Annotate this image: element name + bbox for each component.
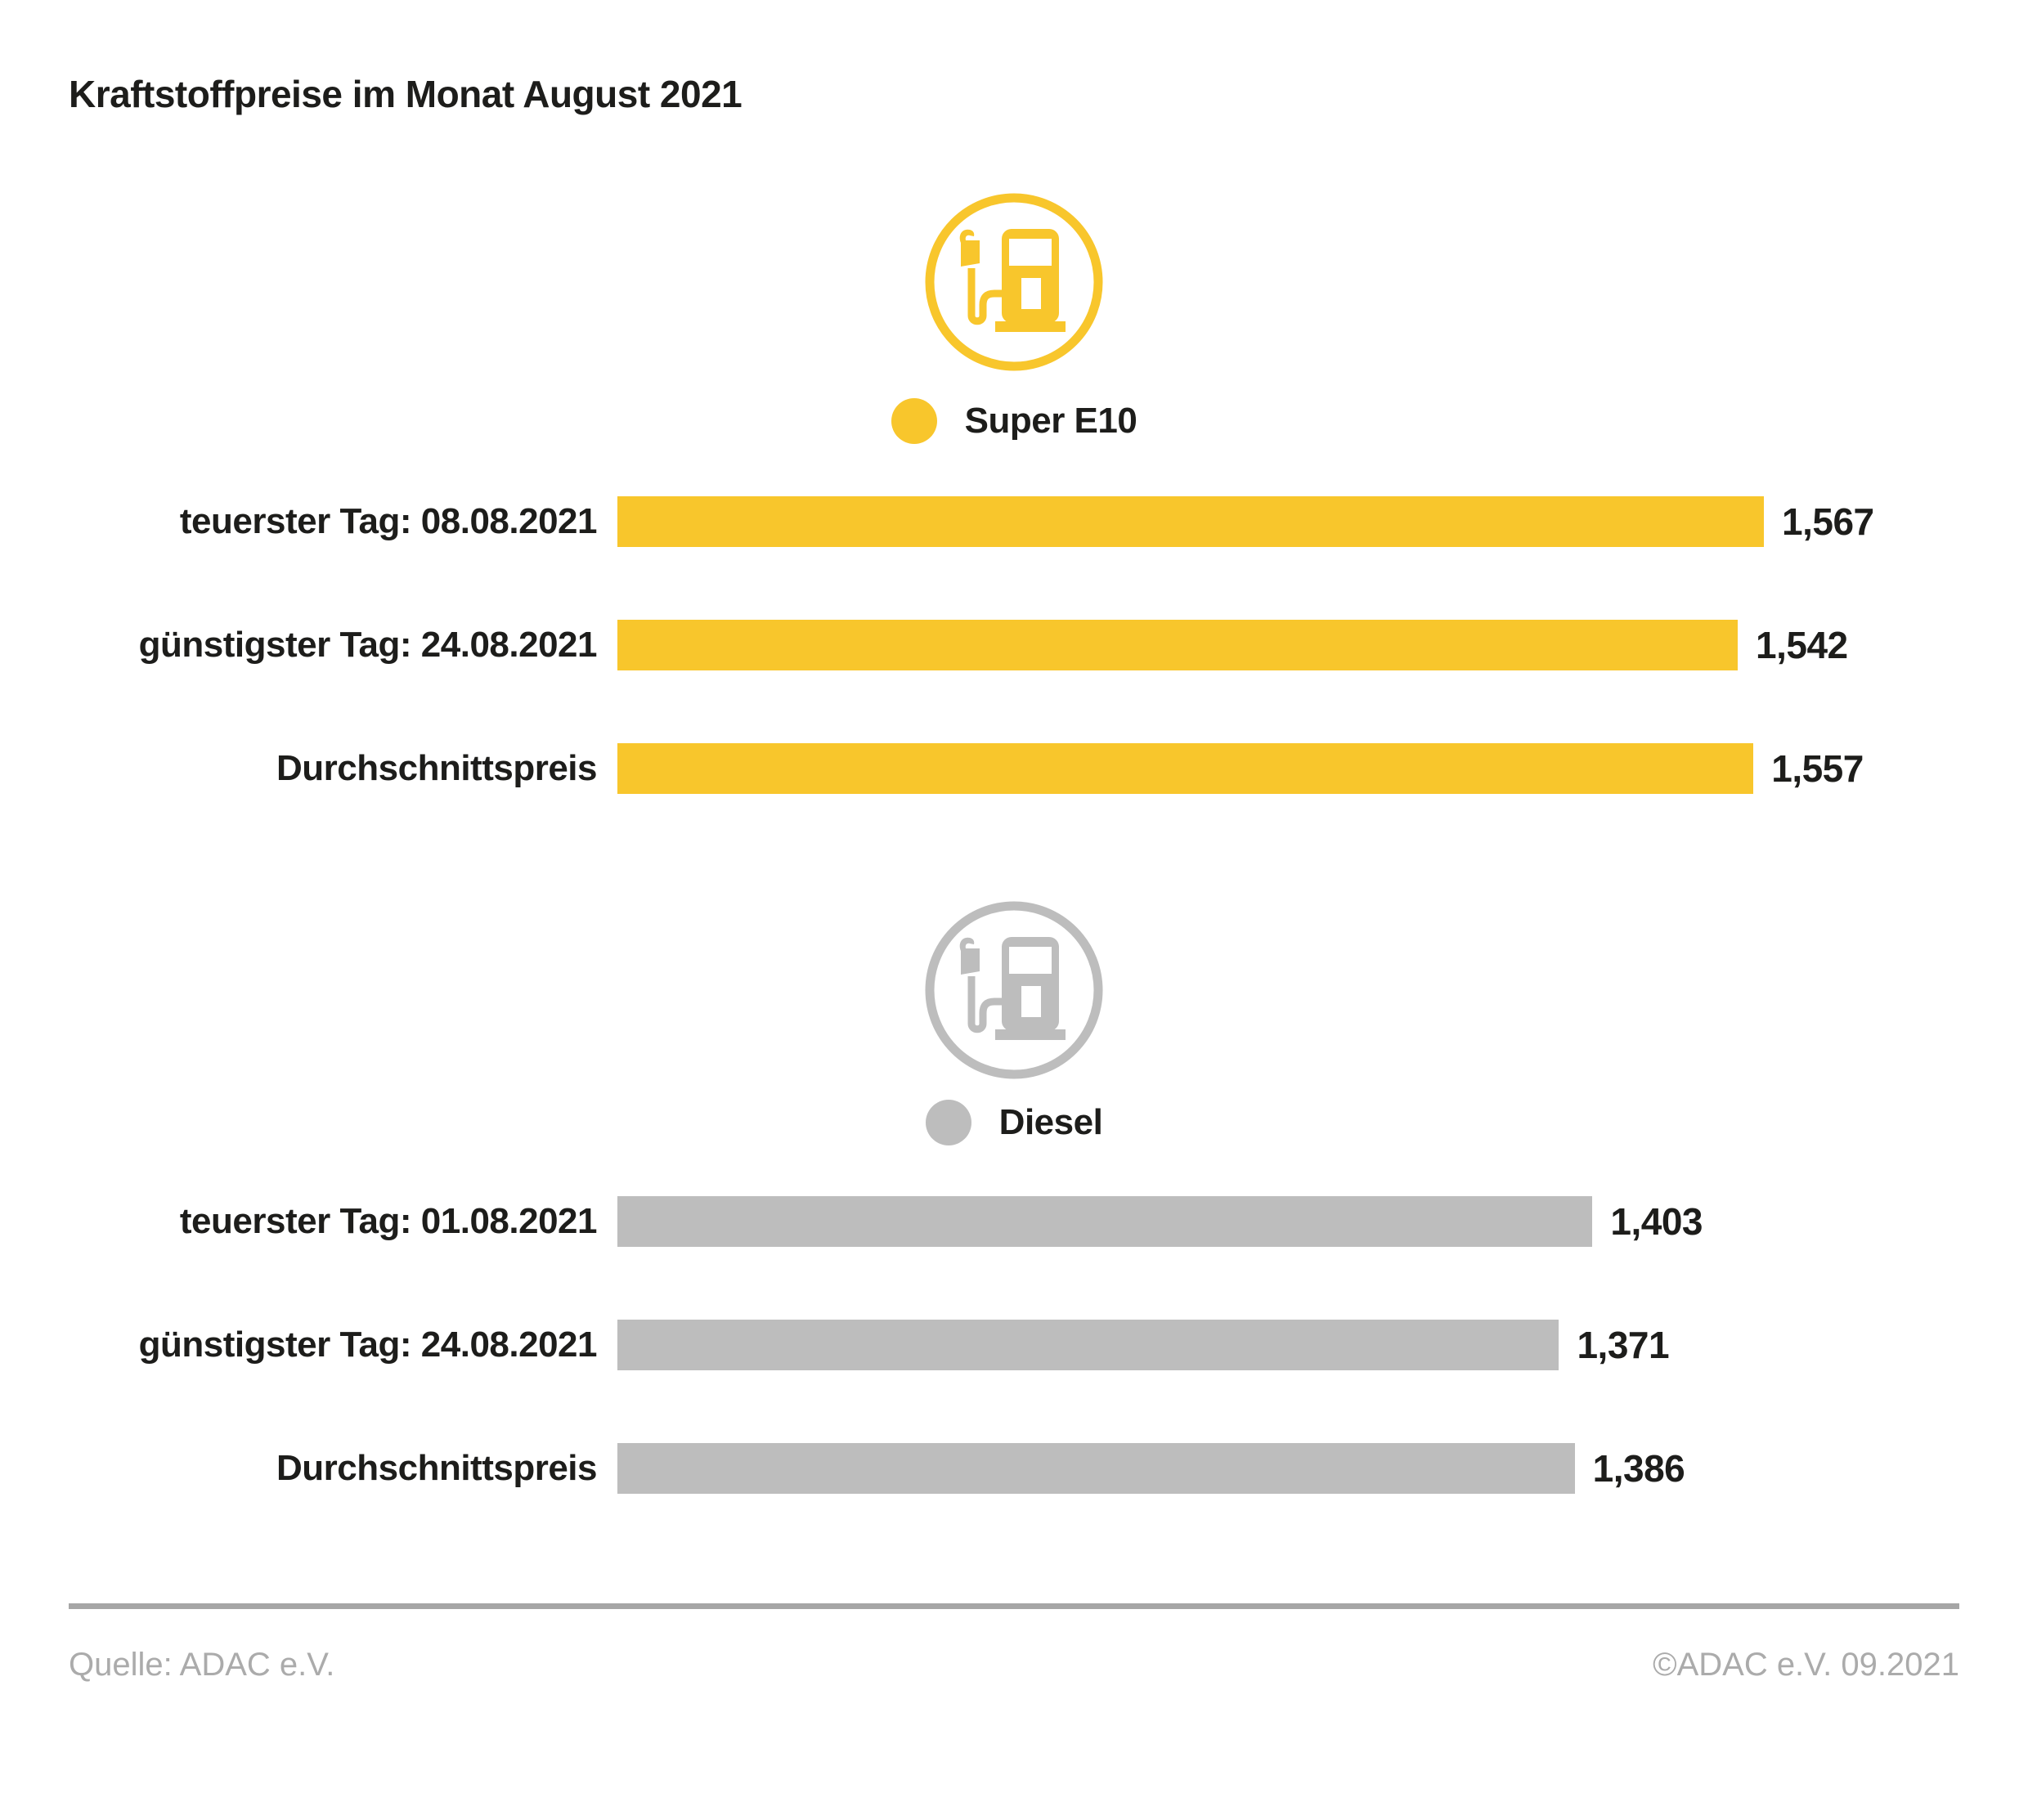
- bar-label: teuerster Tag: 01.08.2021: [179, 1201, 598, 1242]
- bar-value: 1,403: [1610, 1200, 1703, 1244]
- bar-label: günstigster Tag: 24.08.2021: [138, 625, 598, 666]
- bar-diesel-max: [617, 1196, 1593, 1248]
- super-e10-bars: teuerster Tag: 08.08.2021 1,567 günstigs…: [0, 496, 2028, 795]
- legend-dot-super-e10: [891, 398, 937, 445]
- bar-value: 1,371: [1577, 1324, 1670, 1367]
- super-e10-icon-wrap: [0, 191, 2028, 374]
- bar-value: 1,542: [1756, 624, 1848, 667]
- fuel-pump-icon: [925, 193, 1103, 371]
- bar-row-e10-teuerster-tag: teuerster Tag: 08.08.2021 1,567: [0, 496, 2028, 548]
- bar-label: Durchschnittspreis: [276, 1448, 597, 1489]
- bar-diesel-min: [617, 1320, 1559, 1371]
- bar-value: 1,567: [1782, 500, 1874, 544]
- legend-dot-diesel: [925, 1100, 971, 1146]
- bar-row-e10-durchschnitt: Durchschnittspreis 1,557: [0, 743, 2028, 795]
- diesel-icon-wrap: [0, 899, 2028, 1082]
- bar-area: 1,371: [617, 1320, 1764, 1371]
- infographic-page: Kraftstoffpreise im Monat August 2021 Su…: [0, 72, 2028, 1820]
- bar-super-e10-max: [617, 496, 1764, 548]
- bar-area: 1,403: [617, 1196, 1764, 1248]
- bar-label: Durchschnittspreis: [276, 748, 597, 789]
- bar-area: 1,386: [617, 1443, 1764, 1495]
- legend-label-diesel: Diesel: [998, 1102, 1103, 1143]
- footer: Quelle: ADAC e.V. ©ADAC e.V. 09.2021: [69, 1647, 1959, 1683]
- bar-row-diesel-teuerster-tag: teuerster Tag: 01.08.2021 1,403: [0, 1196, 2028, 1248]
- fuel-pump-icon: [925, 901, 1103, 1079]
- bar-super-e10-avg: [617, 743, 1754, 795]
- bar-value: 1,557: [1771, 747, 1864, 791]
- bar-diesel-avg: [617, 1443, 1575, 1495]
- bar-label: teuerster Tag: 08.08.2021: [179, 501, 598, 542]
- bar-label: günstigster Tag: 24.08.2021: [138, 1325, 598, 1365]
- source-text: Quelle: ADAC e.V.: [69, 1647, 335, 1683]
- bar-area: 1,542: [617, 620, 1848, 671]
- page-title: Kraftstoffpreise im Monat August 2021: [69, 73, 743, 115]
- bar-row-diesel-guenstigster-tag: günstigster Tag: 24.08.2021 1,371: [0, 1320, 2028, 1371]
- bar-area: 1,567: [617, 496, 1874, 548]
- bar-area: 1,557: [617, 743, 1864, 795]
- legend-super-e10: Super E10: [0, 398, 2028, 445]
- legend-diesel: Diesel: [0, 1100, 2028, 1146]
- copyright-text: ©ADAC e.V. 09.2021: [1653, 1647, 1959, 1683]
- diesel-bars: teuerster Tag: 01.08.2021 1,403 günstigs…: [0, 1196, 2028, 1495]
- legend-label-super-e10: Super E10: [964, 401, 1137, 442]
- bar-value: 1,386: [1592, 1447, 1685, 1491]
- bar-row-diesel-durchschnitt: Durchschnittspreis 1,386: [0, 1443, 2028, 1495]
- bar-row-e10-guenstigster-tag: günstigster Tag: 24.08.2021 1,542: [0, 620, 2028, 671]
- footer-divider: [69, 1603, 1959, 1610]
- bar-super-e10-min: [617, 620, 1739, 671]
